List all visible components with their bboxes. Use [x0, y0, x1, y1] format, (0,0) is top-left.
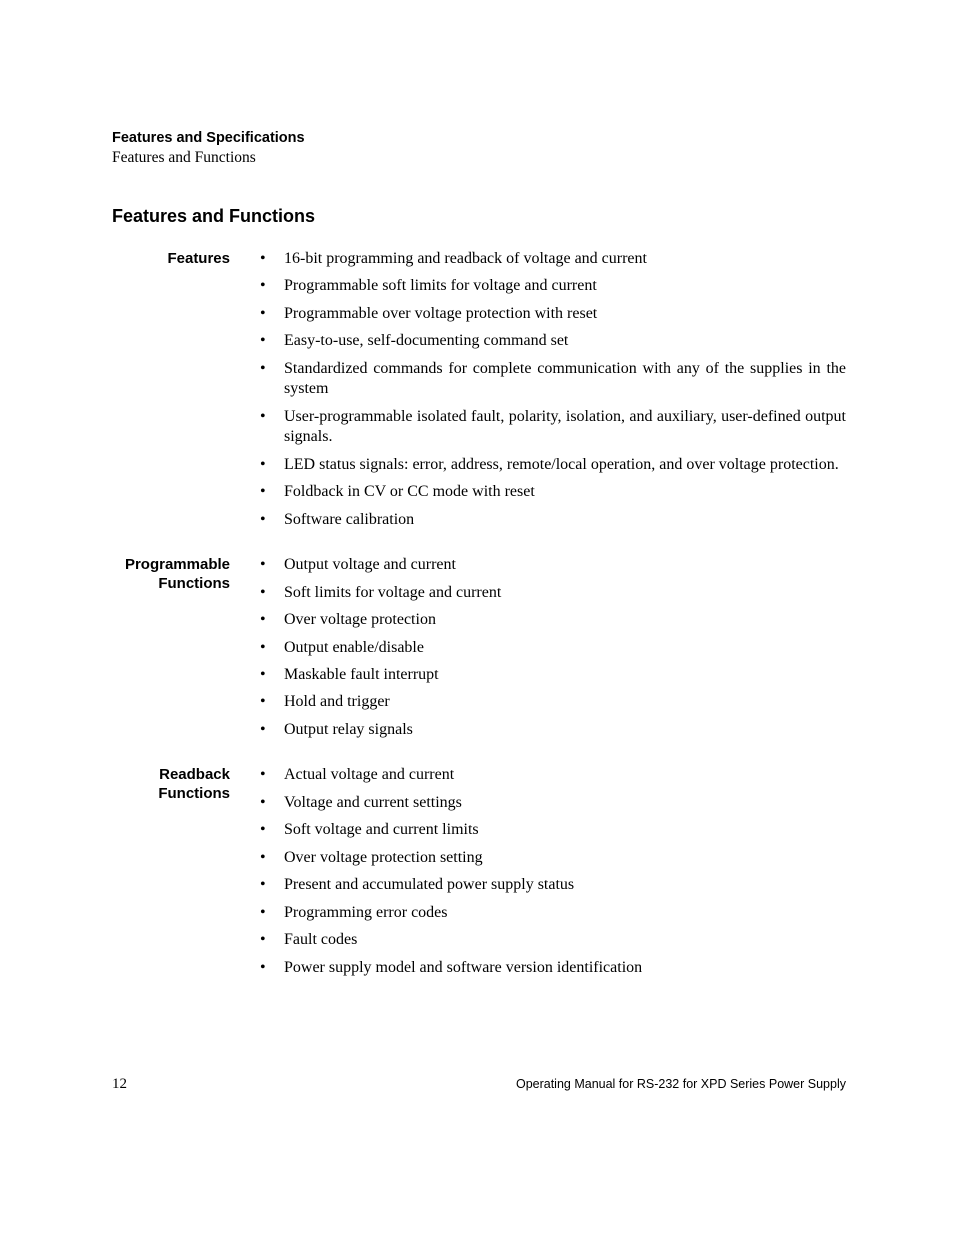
group-label: Readback Functions — [112, 765, 244, 804]
list-item: Power supply model and software version … — [268, 958, 642, 978]
list-item: Maskable fault interrupt — [268, 665, 501, 685]
list-item: LED status signals: error, address, remo… — [268, 455, 846, 475]
group-label: Features — [112, 249, 244, 269]
list-item: User-programmable isolated fault, polari… — [268, 407, 846, 448]
page-number: 12 — [112, 1076, 127, 1093]
list-item: Foldback in CV or CC mode with reset — [268, 482, 846, 502]
list-item: Soft voltage and current limits — [268, 820, 642, 840]
list-item: Hold and trigger — [268, 692, 501, 712]
list-item: Present and accumulated power supply sta… — [268, 875, 642, 895]
list-item: 16-bit programming and readback of volta… — [268, 249, 846, 269]
feature-group: Programmable FunctionsOutput voltage and… — [112, 555, 846, 747]
bullet-list: Output voltage and current Soft limits fo… — [244, 555, 501, 747]
group-label: Programmable Functions — [112, 555, 244, 594]
list-item: Software calibration — [268, 510, 846, 530]
list-item: Voltage and current settings — [268, 793, 642, 813]
list-item: Output enable/disable — [268, 638, 501, 658]
list-item: Programming error codes — [268, 903, 642, 923]
list-item: Over voltage protection — [268, 610, 501, 630]
list-item: Output relay signals — [268, 720, 501, 740]
list-item: Soft limits for voltage and current — [268, 583, 501, 603]
content-body: Features 16-bit programming and readback … — [112, 249, 846, 985]
list-item: Output voltage and current — [268, 555, 501, 575]
feature-group: Readback FunctionsActual voltage and cur… — [112, 765, 846, 985]
feature-group: Features 16-bit programming and readback … — [112, 249, 846, 537]
running-head-section: Features and Functions — [112, 149, 846, 168]
list-item: Programmable over voltage protection wit… — [268, 304, 846, 324]
list-item: Programmable soft limits for voltage and… — [268, 276, 846, 296]
section-title: Features and Functions — [112, 206, 846, 227]
bullet-list: 16-bit programming and readback of volta… — [244, 249, 846, 537]
publication-title: Operating Manual for RS-232 for XPD Seri… — [516, 1077, 846, 1091]
list-item: Standardized commands for complete commu… — [268, 359, 846, 400]
running-head-chapter: Features and Specifications — [112, 130, 846, 147]
bullet-list: Actual voltage and current Voltage and cu… — [244, 765, 642, 985]
list-item: Fault codes — [268, 930, 642, 950]
list-item: Actual voltage and current — [268, 765, 642, 785]
list-item: Easy-to-use, self-documenting command se… — [268, 331, 846, 351]
list-item: Over voltage protection setting — [268, 848, 642, 868]
document-page: Features and Specifications Features and… — [0, 0, 954, 1235]
page-footer: 12 Operating Manual for RS-232 for XPD S… — [112, 1076, 846, 1093]
